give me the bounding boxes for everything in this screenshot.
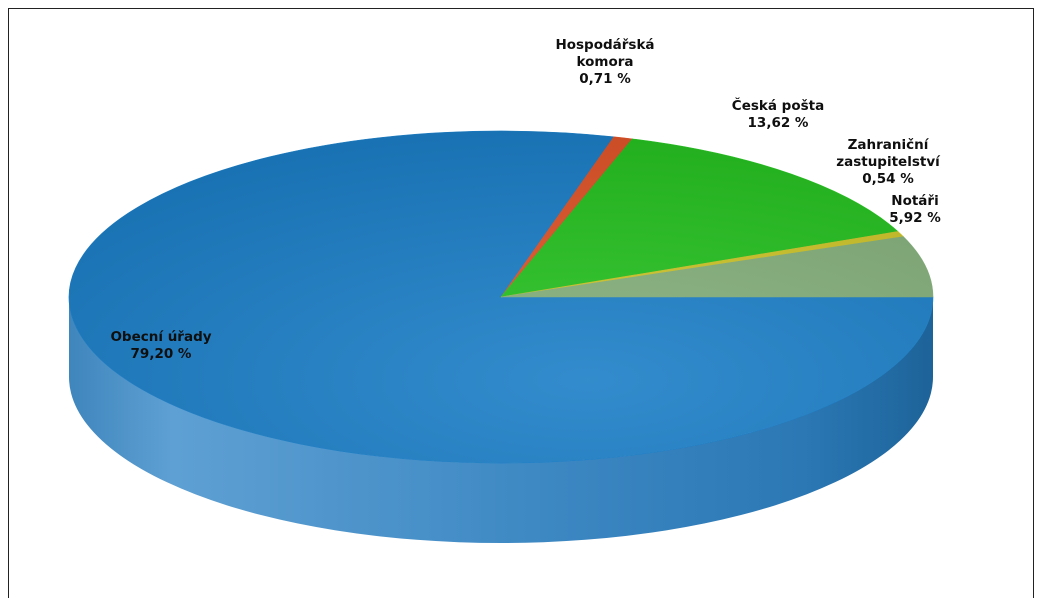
pie-slices	[68, 130, 934, 464]
label-line: komora	[577, 54, 634, 70]
label-line: Hospodářská	[555, 37, 654, 53]
label-line: 0,54 %	[862, 171, 914, 187]
label-obecní-úřady: Obecní úřady 79,20 %	[110, 329, 211, 362]
label-line: 13,62 %	[748, 115, 809, 131]
pie-chart: Obecní úřady 79,20 % Hospodářská komora 0,71…	[68, 37, 941, 543]
label-zahraniční-zastupitelství: Zahraniční zastupitelství 0,54 %	[836, 137, 941, 187]
pie-rim	[69, 297, 933, 543]
label-line: 0,71 %	[579, 71, 631, 87]
label-line: 79,20 %	[131, 346, 192, 362]
label-line: Notáři	[891, 193, 938, 209]
label-line: Česká pošta	[732, 96, 824, 114]
label-hospodářská-komora: Hospodářská komora 0,71 %	[555, 37, 654, 87]
label-česká-pošta: Česká pošta 13,62 %	[732, 96, 824, 131]
label-line: Zahraniční	[848, 137, 930, 153]
label-line: 5,92 %	[889, 210, 941, 226]
chart-frame: Obecní úřady 79,20 % Hospodářská komora 0,71…	[8, 8, 1034, 598]
pie-side	[69, 297, 933, 543]
label-line: Obecní úřady	[110, 329, 211, 345]
label-line: zastupitelství	[836, 154, 941, 170]
label-notáři: Notáři 5,92 %	[889, 193, 941, 226]
pie-labels: Obecní úřady 79,20 % Hospodářská komora 0,71…	[110, 37, 941, 362]
